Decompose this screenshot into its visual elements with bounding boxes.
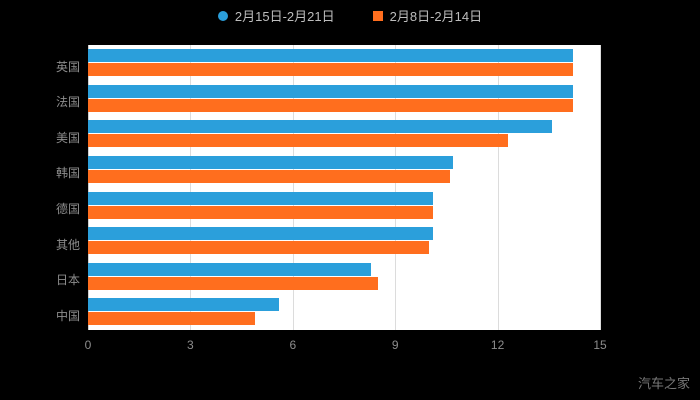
- bar-法国-series2: [88, 98, 573, 112]
- legend-item-series1[interactable]: 2月15日-2月21日: [217, 6, 335, 25]
- bar-韩国-series1: [88, 155, 454, 169]
- bar-其他-series1: [88, 227, 433, 241]
- x-tick-label-0: 0: [84, 338, 92, 352]
- x-tick-label-15: 15: [593, 338, 607, 352]
- bar-美国-series2: [88, 134, 508, 148]
- y-axis-line: [88, 45, 89, 330]
- x-tick-label-6: 6: [289, 338, 297, 352]
- legend-label-series2: 2月8日-2月14日: [389, 9, 483, 24]
- gridline-x-3: [190, 45, 192, 330]
- gridline-x-12: [497, 45, 499, 330]
- bar-日本-series1: [88, 262, 372, 276]
- bar-德国-series2: [88, 205, 433, 219]
- bar-韩国-series2: [88, 169, 450, 183]
- bar-中国-series2: [88, 312, 256, 326]
- bar-其他-series2: [88, 241, 430, 255]
- legend-marker-square-icon: [372, 10, 383, 21]
- category-label-美国: 美国: [55, 130, 80, 145]
- legend-item-series2[interactable]: 2月8日-2月14日: [372, 6, 483, 25]
- category-label-英国: 英国: [55, 59, 80, 74]
- bar-德国-series1: [88, 191, 433, 205]
- bar-法国-series1: [88, 84, 573, 98]
- bar-英国-series2: [88, 63, 573, 76]
- x-tick-label-9: 9: [391, 338, 399, 352]
- x-tick-label-12: 12: [490, 338, 505, 352]
- legend-marker-circle-icon: [217, 10, 228, 21]
- gridline-x-6: [292, 45, 294, 330]
- bar-中国-series1: [88, 298, 280, 312]
- chart-legend: 2月15日-2月21日 2月8日-2月14日: [0, 6, 700, 25]
- bar-日本-series2: [88, 276, 379, 290]
- category-label-法国: 法国: [55, 95, 80, 110]
- gridline-x-9: [395, 45, 397, 330]
- category-label-其他: 其他: [55, 237, 80, 252]
- watermark: 汽车之家: [637, 376, 690, 391]
- legend-label-series1: 2月15日-2月21日: [234, 9, 335, 24]
- bar-美国-series1: [88, 120, 553, 134]
- plot-area: 0 3 6 9 12 15 英国法国美国韩国德国其他日本中国: [56, 45, 607, 352]
- x-tick-label-3: 3: [187, 338, 194, 352]
- category-label-德国: 德国: [55, 202, 80, 216]
- category-label-日本: 日本: [55, 273, 80, 288]
- category-label-韩国: 韩国: [55, 166, 80, 181]
- bar-英国-series1: [88, 49, 573, 62]
- gridline-x-15: [600, 45, 601, 330]
- category-label-中国: 中国: [55, 308, 80, 323]
